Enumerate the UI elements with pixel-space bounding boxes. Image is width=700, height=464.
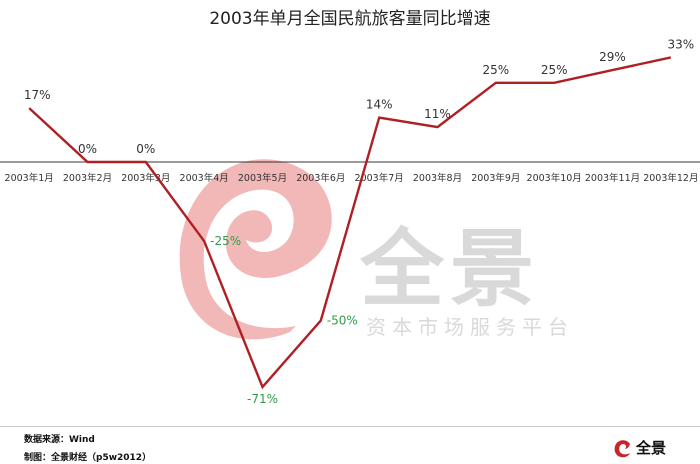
chart-title: 2003年单月全国民航旅客量同比增速 (209, 9, 490, 29)
data-label: -71% (247, 392, 278, 406)
x-tick-label: 2003年9月 (471, 172, 520, 184)
data-label: 14% (366, 98, 393, 112)
data-label: 17% (24, 88, 51, 102)
footer-credit: 制图：全景财经（p5w2012） (24, 453, 152, 463)
data-label: 0% (78, 142, 97, 156)
footer-source: 数据来源：Wind (24, 435, 95, 445)
watermark-logo-icon (179, 159, 332, 340)
x-tick-label: 2003年1月 (5, 172, 54, 184)
watermark: 全景 资本市场服务平台 (179, 159, 574, 340)
x-tick-label: 2003年3月 (121, 172, 170, 184)
x-tick-label: 2003年2月 (63, 172, 112, 184)
x-tick-label: 2003年11月 (585, 172, 640, 184)
brand-logo-text: 全景 (635, 439, 666, 457)
data-label: 25% (482, 63, 509, 77)
x-tick-label: 2003年6月 (296, 172, 345, 184)
data-label: 11% (424, 107, 451, 121)
x-tick-labels: 2003年1月 2003年2月 2003年3月 2003年4月 2003年5月 2003年… (5, 172, 699, 184)
brand-logo-icon (614, 440, 630, 458)
data-label: 0% (136, 142, 155, 156)
data-labels: 17% 0% 0% -25% -71% -50% 14% 11% 25% 25% 29% 33% (24, 37, 694, 406)
series-line (28, 56, 672, 390)
watermark-brand: 全景 (359, 220, 540, 318)
data-label: -25% (210, 234, 241, 248)
x-tick-label: 2003年4月 (180, 172, 229, 184)
x-tick-label: 2003年10月 (527, 172, 582, 184)
data-label: 29% (599, 50, 626, 64)
x-tick-label: 2003年12月 (643, 172, 698, 184)
data-label: 33% (667, 37, 694, 51)
footer-divider (0, 426, 700, 427)
data-label: 25% (541, 63, 568, 77)
brand-logo: 全景 (614, 439, 666, 458)
x-tick-label: 2003年5月 (238, 172, 287, 184)
x-tick-label: 2003年7月 (355, 172, 404, 184)
x-tick-label: 2003年8月 (413, 172, 462, 184)
watermark-tagline: 资本市场服务平台 (366, 315, 574, 339)
data-label: -50% (327, 313, 358, 327)
